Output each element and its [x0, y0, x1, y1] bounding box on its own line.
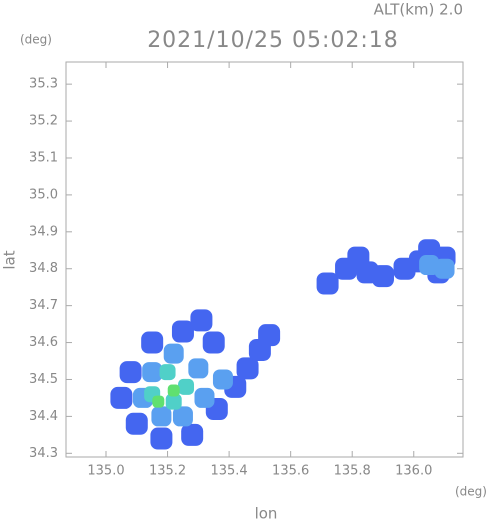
echo-cell — [141, 331, 164, 354]
y-tick-label: 34.9 — [29, 224, 58, 239]
altitude: ALT(km) 2.0 — [374, 1, 463, 19]
y-tick-label: 34.5 — [29, 372, 58, 387]
echo-cell — [188, 358, 209, 379]
y-tick-label: 35.2 — [29, 114, 58, 129]
echo-cell — [125, 412, 148, 435]
x-tick-label: 135.0 — [87, 464, 124, 479]
x-tick-label: 135.8 — [334, 464, 371, 479]
echo-cell — [316, 272, 339, 295]
y-tick-label: 34.4 — [29, 409, 58, 424]
echo-cell — [152, 395, 165, 408]
x-tick-label: 135.4 — [210, 464, 247, 479]
echo-cell — [190, 309, 213, 332]
echo-cell — [163, 343, 184, 364]
x-label: lon — [255, 505, 278, 522]
y-tick-label: 35.3 — [29, 77, 58, 92]
echo-cell — [167, 384, 180, 397]
echo-cell — [150, 427, 173, 450]
echo-cell — [212, 369, 233, 390]
echo-cell — [202, 331, 225, 354]
echo-cell — [371, 265, 394, 288]
echo-cell — [165, 393, 182, 410]
y-tick-label: 35.1 — [29, 150, 58, 165]
echo-cell — [178, 378, 195, 395]
echo-cell — [258, 324, 281, 347]
echo-cell — [119, 361, 142, 384]
x-tick-label: 136.0 — [395, 464, 432, 479]
echo-cell — [142, 362, 163, 383]
y-tick-label: 34.7 — [29, 298, 58, 313]
echo-cell — [110, 386, 133, 409]
x-tick-label: 135.6 — [272, 464, 309, 479]
echo-cell — [151, 406, 172, 427]
echo-cell — [159, 364, 176, 381]
plot-frame — [65, 61, 464, 458]
y-tick-label: 34.8 — [29, 261, 58, 276]
echo-cell — [171, 320, 194, 343]
echo-cell — [172, 406, 193, 427]
y-tick-label: 34.6 — [29, 335, 58, 350]
y-label: lat — [1, 250, 19, 269]
echo-cell — [434, 258, 455, 279]
y-tick-label: 35.0 — [29, 187, 58, 202]
echo-cell — [194, 387, 215, 408]
echo-cell — [236, 357, 259, 380]
chart-title: 2021/10/25 05:02:18 — [147, 28, 399, 53]
y-unit: (deg) — [20, 33, 52, 47]
x-tick-label: 135.2 — [149, 464, 186, 479]
x-unit: (deg) — [455, 485, 487, 499]
echo-cell — [181, 423, 204, 446]
echo-cell — [419, 255, 440, 276]
y-tick-label: 34.3 — [29, 446, 58, 461]
